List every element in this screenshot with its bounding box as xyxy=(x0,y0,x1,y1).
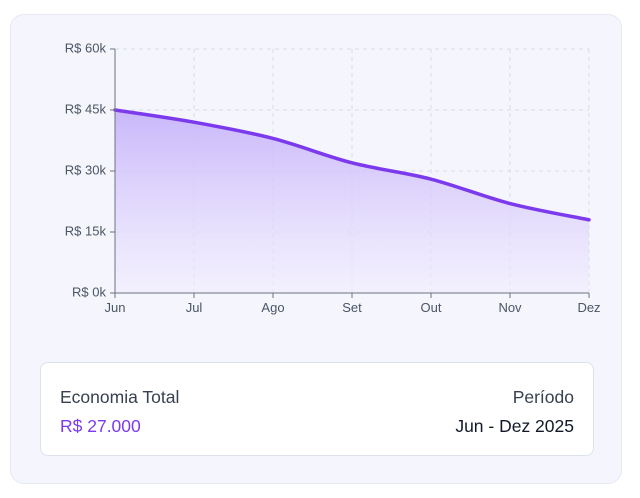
x-tick-label-3: Set xyxy=(342,300,362,315)
area-fill xyxy=(115,110,589,293)
y-tick-label-0: R$ 0k xyxy=(72,284,106,299)
y-tick-label-3: R$ 45k xyxy=(65,101,107,116)
y-tick-label-4: R$ 60k xyxy=(65,40,107,55)
x-tick-label-6: Dez xyxy=(577,300,600,315)
x-tick-label-1: Jul xyxy=(186,300,203,315)
x-tick-label-5: Nov xyxy=(498,300,522,315)
total-savings-value: R$ 27.000 xyxy=(60,416,141,436)
summary-panel: Economia Total R$ 27.000 Período Jun - D… xyxy=(40,362,594,456)
x-tick-label-0: Jun xyxy=(105,300,126,315)
y-tick-label-1: R$ 15k xyxy=(65,223,107,238)
total-savings-label: Economia Total xyxy=(60,387,180,407)
x-tick-label-2: Ago xyxy=(261,300,284,315)
savings-area-chart: R$ 0k R$ 15k R$ 30k R$ 45k R$ 60k Jun Jul Ago Se… xyxy=(65,40,601,315)
period-block: Período Jun - Dez 2025 xyxy=(455,387,574,436)
series-line xyxy=(113,108,591,222)
y-tick-label-2: R$ 30k xyxy=(65,162,107,177)
period-value: Jun - Dez 2025 xyxy=(455,416,574,436)
period-label: Período xyxy=(512,387,574,407)
x-tick-label-4: Out xyxy=(421,300,442,315)
total-savings-block: Economia Total R$ 27.000 xyxy=(60,387,179,436)
